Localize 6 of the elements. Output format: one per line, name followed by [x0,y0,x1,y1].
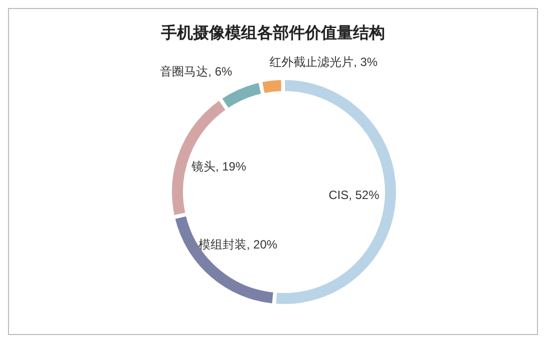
chart-title: 手机摄像模组各部件价值量结构 [160,23,386,44]
slice-label: 模组封装, 20% [198,238,278,252]
slice-label: 镜头, 19% [190,160,246,174]
slice-label: 红外截止滤光片, 3% [270,54,378,69]
slice-label: 音圈马达, 6% [160,64,233,79]
slice-label: CIS, 52% [328,188,380,202]
